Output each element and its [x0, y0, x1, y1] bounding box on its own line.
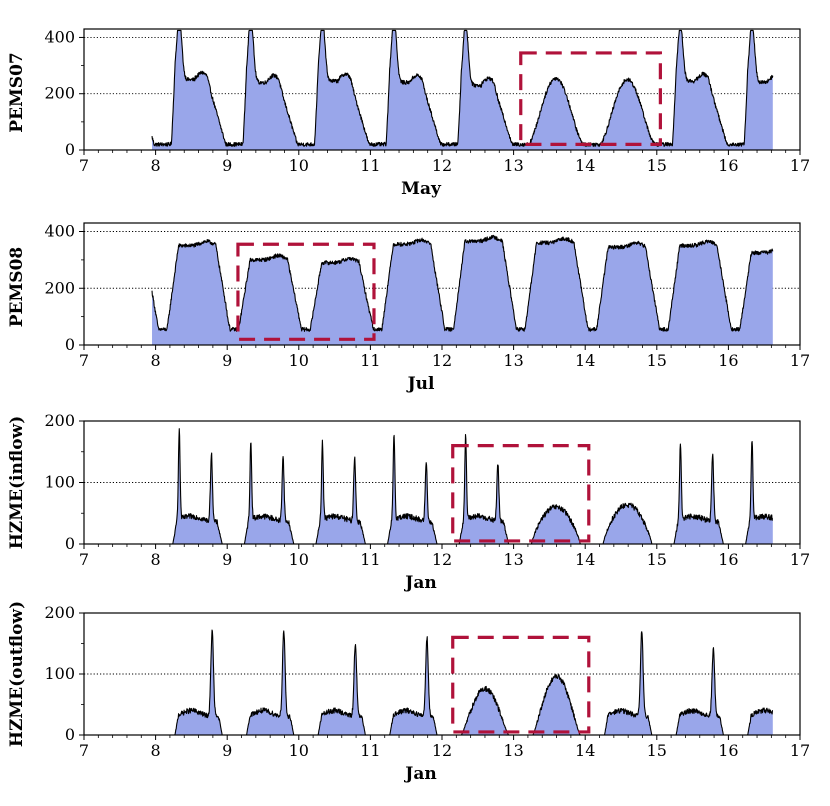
series-area: [152, 428, 773, 544]
y-tick-label: 200: [44, 411, 75, 430]
x-tick-label: 15: [647, 741, 667, 760]
x-tick-label: 9: [222, 156, 232, 175]
x-tick-label: 12: [432, 351, 452, 370]
panel-2: 7 8 9 10 11 12 13 14 15 16 17 0 200 400 Jul PEMS08: [7, 222, 810, 394]
x-tick-label: 9: [222, 550, 232, 569]
x-tick-label: 11: [360, 550, 380, 569]
x-tick-label: 8: [151, 351, 161, 370]
x-tick-label: 7: [79, 550, 89, 569]
y-tick-label: 0: [65, 725, 75, 744]
x-tick-label: 8: [151, 156, 161, 175]
x-tick-label: 7: [79, 351, 89, 370]
y-tick-label: 0: [65, 335, 75, 354]
y-tick-label: 200: [44, 603, 75, 622]
x-tick-label: 9: [222, 741, 232, 760]
y-tick-label: 400: [44, 222, 75, 241]
x-tick-label: 17: [790, 550, 810, 569]
x-tick-label: 15: [647, 156, 667, 175]
x-tick-label: 11: [360, 351, 380, 370]
panel-3: 7 8 9 10 11 12 13 14 15 16 17 0 100 200 Jan HZME(inflow…: [7, 411, 810, 593]
x-tick-label: 16: [718, 351, 738, 370]
y-tick-label: 200: [44, 84, 75, 103]
x-tick-label: 9: [222, 351, 232, 370]
x-tick-label: 10: [289, 741, 309, 760]
series-area: [152, 235, 773, 345]
x-tick-label: 13: [503, 156, 523, 175]
y-tick-label: 0: [65, 534, 75, 553]
x-tick-label: 11: [360, 741, 380, 760]
y-axis-label: PEMS08: [7, 247, 27, 328]
x-axis-label: May: [401, 179, 442, 199]
x-tick-label: 7: [79, 156, 89, 175]
y-axis-label: HZME(inflow): [7, 416, 27, 550]
x-tick-label: 15: [647, 351, 667, 370]
x-axis-label: Jan: [403, 573, 436, 593]
y-axis-label: HZME(outflow): [7, 601, 27, 747]
panel-1: 7 8 9 10 11 12 13 14 15 16 17 0 200 400 May PEMS07: [7, 27, 810, 199]
y-axis-label: PEMS07: [7, 52, 27, 133]
highlight-box: [451, 444, 591, 543]
highlight-box: [236, 242, 376, 341]
x-axis-label: Jul: [406, 374, 435, 394]
x-tick-label: 7: [79, 741, 89, 760]
x-tick-label: 15: [647, 550, 667, 569]
x-tick-label: 12: [432, 741, 452, 760]
panel-4: 7 8 9 10 11 12 13 14 15 16 17 0 100 200 Jan HZME(outflo…: [7, 601, 810, 784]
x-tick-label: 12: [432, 550, 452, 569]
x-tick-label: 14: [575, 156, 595, 175]
x-tick-label: 13: [503, 550, 523, 569]
x-tick-label: 16: [718, 550, 738, 569]
highlight-box: [519, 51, 662, 146]
x-tick-label: 10: [289, 156, 309, 175]
x-tick-label: 10: [289, 550, 309, 569]
x-tick-label: 14: [575, 550, 595, 569]
x-tick-label: 10: [289, 351, 309, 370]
series-area: [152, 630, 773, 735]
x-tick-label: 14: [575, 351, 595, 370]
x-tick-label: 16: [718, 156, 738, 175]
x-tick-label: 13: [503, 741, 523, 760]
highlight-box: [451, 635, 591, 734]
y-tick-label: 400: [44, 27, 75, 46]
x-tick-label: 16: [718, 741, 738, 760]
x-axis-label: Jan: [403, 764, 436, 784]
y-tick-label: 100: [44, 664, 75, 683]
y-tick-label: 200: [44, 278, 75, 297]
x-tick-label: 17: [790, 741, 810, 760]
x-tick-label: 11: [360, 156, 380, 175]
x-tick-label: 17: [790, 351, 810, 370]
series-line: [151, 29, 774, 147]
x-tick-label: 8: [151, 741, 161, 760]
y-tick-label: 0: [65, 140, 75, 159]
x-tick-label: 14: [575, 741, 595, 760]
x-tick-label: 17: [790, 156, 810, 175]
series-line: [151, 234, 774, 332]
x-tick-label: 13: [503, 351, 523, 370]
x-tick-label: 12: [432, 156, 452, 175]
y-tick-label: 100: [44, 473, 75, 492]
series-area: [152, 30, 773, 150]
x-tick-label: 8: [151, 550, 161, 569]
